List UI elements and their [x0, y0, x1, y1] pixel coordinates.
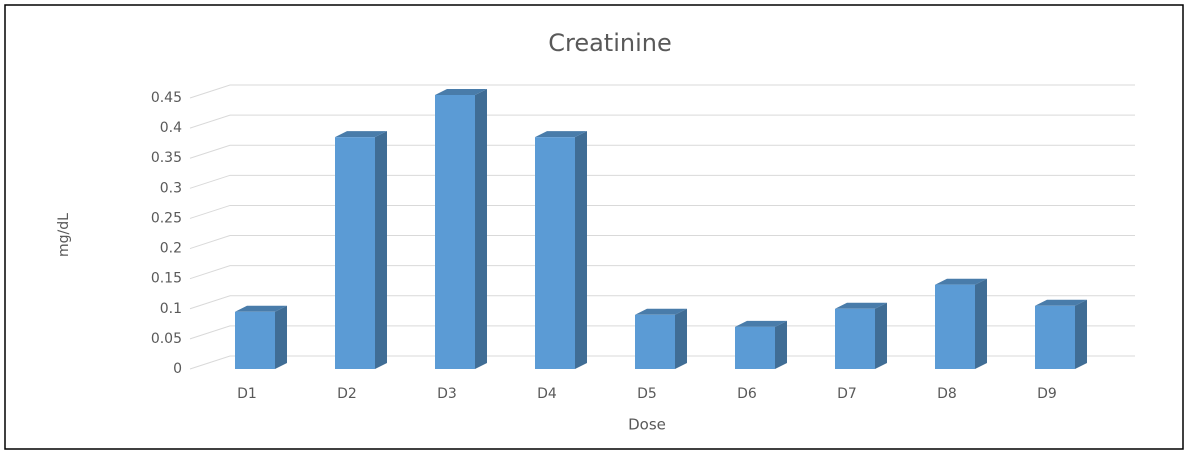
bar-top	[435, 88, 487, 95]
x-tick-label: D2	[337, 386, 357, 402]
bar	[835, 308, 875, 369]
bar-top	[735, 320, 787, 327]
x-tick-label: D1	[237, 386, 257, 402]
x-tick-label: D4	[537, 386, 557, 402]
bar	[735, 326, 775, 369]
grid-line	[189, 295, 1135, 310]
x-tick-label: D6	[737, 386, 757, 402]
bar	[535, 137, 575, 369]
grid-line	[189, 204, 1135, 219]
bar	[435, 94, 475, 369]
bar-top	[235, 305, 287, 312]
grid-line	[189, 114, 1135, 129]
bar-side	[375, 131, 387, 369]
bar-side	[675, 308, 687, 369]
y-tick-label: 0.1	[160, 301, 182, 317]
x-tick-label: D5	[637, 386, 657, 402]
y-tick-label: 0.2	[160, 241, 182, 257]
y-axis-label: mg/dL	[56, 213, 72, 257]
grid-line	[189, 84, 1135, 99]
bar	[235, 311, 275, 369]
y-tick-label: 0.35	[151, 150, 182, 166]
bar-top	[535, 131, 587, 138]
bar	[335, 137, 375, 369]
grid-line	[189, 235, 1135, 250]
y-tick-label: 0.05	[151, 331, 182, 347]
y-tick-label: 0.25	[151, 210, 182, 226]
bar-side	[1075, 299, 1087, 369]
bar	[635, 314, 675, 369]
bar-side	[975, 278, 987, 369]
bar	[1035, 305, 1075, 369]
y-tick-label: 0	[173, 361, 182, 377]
x-tick-label: D3	[437, 386, 457, 402]
x-axis-label: Dose	[628, 416, 666, 434]
grid-line	[189, 355, 1135, 370]
x-tick-label: D9	[1037, 386, 1057, 402]
x-tick-label: D8	[937, 386, 957, 402]
y-tick-label: 0.3	[160, 180, 182, 196]
bar-top	[935, 278, 987, 285]
bar-top	[835, 302, 887, 309]
y-tick-label: 0.15	[151, 271, 182, 287]
y-tick-label: 0.45	[151, 90, 182, 106]
bar	[935, 284, 975, 369]
bar-side	[275, 305, 287, 369]
bar-side	[775, 320, 787, 369]
chart-title: Creatinine	[548, 29, 672, 57]
grid-line	[189, 144, 1135, 159]
bar-side	[575, 131, 587, 369]
bar-side	[875, 302, 887, 369]
grid-line	[189, 325, 1135, 340]
bar-top	[635, 308, 687, 315]
grid-line	[189, 174, 1135, 189]
y-tick-label: 0.4	[160, 120, 182, 136]
x-tick-label: D7	[837, 386, 857, 402]
bar-side	[475, 88, 487, 369]
bar-top	[335, 131, 387, 138]
chart-border	[4, 4, 1184, 450]
grid-line	[189, 265, 1135, 280]
bar-top	[1035, 299, 1087, 306]
